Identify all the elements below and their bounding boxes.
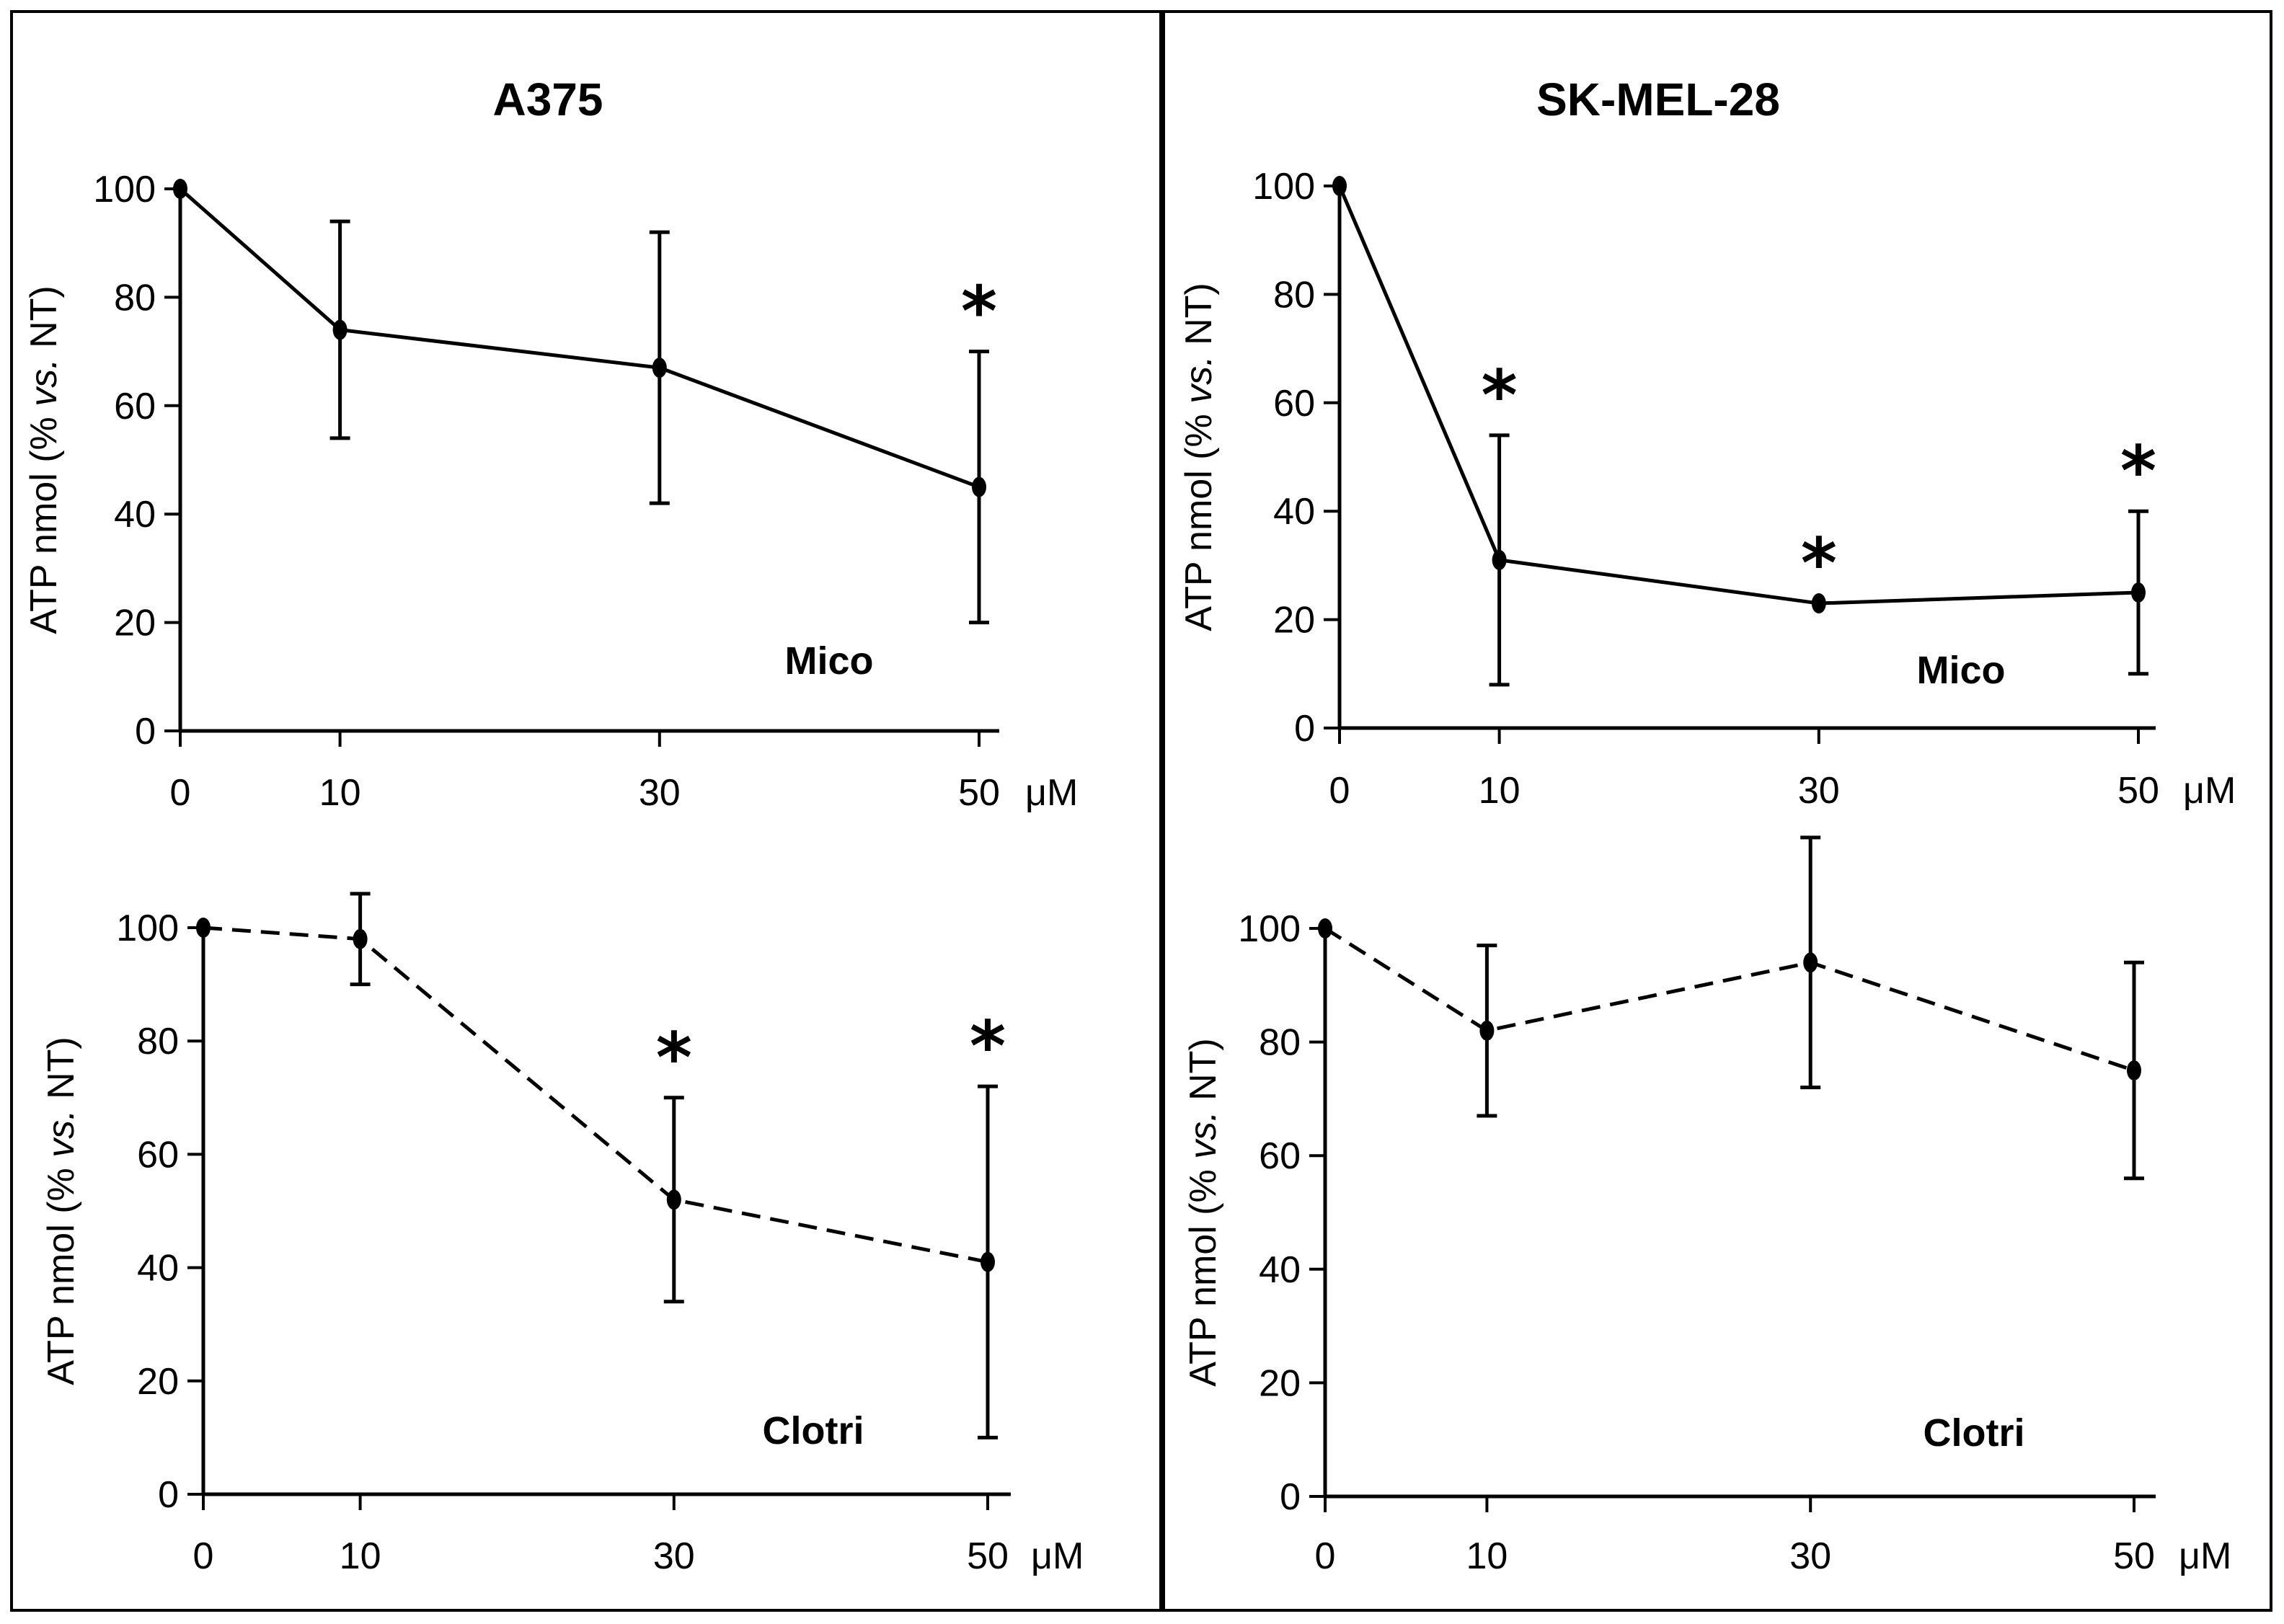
plot-a375-mico: 0 20 40 60 80 100 0 10 30 50 μM ATP nmol (% vs. NT)… [23,169,1078,814]
x-tick-label: 0 [1315,1535,1336,1577]
drug-label: Mico [1916,649,2005,692]
y-tick-label: 20 [114,603,156,644]
x-tick-label: 10 [1479,770,1521,812]
data-point [972,476,986,497]
data-point [1492,549,1507,570]
data-point [1318,918,1332,939]
significance-star: * [656,1018,692,1099]
y-tick-label: 60 [114,386,156,427]
significance-star: * [1801,523,1837,604]
data-point [196,918,211,938]
x-tick-label: 30 [639,772,681,814]
y-tick-label: 60 [137,1134,179,1176]
data-point [1332,176,1347,196]
data-point [173,179,187,199]
drug-label: Clotri [763,1409,864,1452]
x-tick-label: 50 [958,772,1000,814]
y-tick-label: 0 [135,711,156,753]
x-unit-label: μM [1025,772,1078,814]
x-tick-label: 0 [170,772,191,814]
y-tick-label: 100 [1238,908,1301,950]
y-tick-label: 40 [137,1248,179,1290]
y-tick-label: 100 [116,908,179,949]
y-tick-label: 40 [1259,1249,1301,1291]
x-tick-label: 30 [653,1535,695,1577]
panel-title-skmel28: SK-MEL-28 [1536,74,1780,125]
y-axis-label: ATP nmol (% vs. NT) [1182,1038,1224,1386]
x-unit-label: μM [2183,770,2236,812]
data-point [332,319,348,340]
series-line [179,187,980,489]
panel-frame-a375 [10,10,1165,1612]
x-unit-label: μM [1031,1535,1084,1577]
data-point [652,358,667,378]
x-tick-label: 30 [1789,1535,1831,1577]
significance-star: * [961,272,997,352]
x-tick-label: 10 [1466,1535,1508,1577]
x-unit-label: μM [2179,1535,2231,1577]
y-tick-label: 80 [1259,1022,1301,1064]
data-point [1811,593,1826,614]
plot-skmel28-mico: 0 20 40 60 80 100 0 10 30 50 μM ATP nmol (% vs. NT)… [1178,166,2236,812]
significance-star: * [2120,431,2156,512]
y-tick-label: 100 [93,169,156,210]
plot-skmel28-clotri: 0 20 40 60 80 100 0 10 30 50 μM ATP nmol (% vs. NT)… [1182,835,2231,1577]
y-tick-label: 80 [1273,274,1315,316]
y-tick-label: 40 [1273,491,1315,533]
y-tick-label: 0 [158,1474,179,1516]
y-tick-label: 40 [114,494,156,536]
data-point [666,1189,681,1210]
x-tick-label: 0 [1329,770,1350,812]
x-tick-label: 50 [2117,770,2159,812]
y-tick-label: 60 [1259,1135,1301,1177]
y-tick-label: 0 [1280,1476,1301,1518]
data-point [981,1251,995,1272]
x-tick-label: 30 [1798,770,1840,812]
data-point [2127,1060,2141,1081]
drug-label: Clotri [1924,1411,2025,1455]
y-tick-label: 0 [1294,708,1315,750]
y-tick-label: 80 [137,1021,179,1062]
panel-frame-skmel28 [1159,10,2272,1612]
plot-a375-clotri: 0 20 40 60 80 100 0 10 30 50 μM ATP nmol (% vs. NT)… [40,892,1084,1577]
series-line [1324,926,2135,1073]
x-tick-label: 10 [340,1535,381,1577]
data-point [353,928,368,949]
y-axis-label: ATP nmol (% vs. NT) [40,1037,82,1385]
data-point [2131,582,2146,603]
x-tick-label: 0 [193,1535,214,1577]
y-axis-label: ATP nmol (% vs. NT) [1178,283,1220,631]
panel-title-a375: A375 [493,74,603,125]
y-tick-label: 20 [1259,1362,1301,1404]
y-tick-label: 100 [1252,166,1315,208]
significance-star: * [970,1006,1006,1087]
x-tick-label: 50 [967,1535,1009,1577]
x-tick-label: 50 [2113,1535,2155,1577]
data-point [1803,952,1818,973]
y-tick-label: 60 [1273,383,1315,425]
y-tick-label: 20 [1273,600,1315,642]
x-tick-label: 10 [319,772,361,814]
drug-label: Mico [784,639,873,683]
y-tick-label: 20 [137,1361,179,1403]
series-line [1337,185,2139,605]
y-axis-label: ATP nmol (% vs. NT) [23,285,65,634]
data-point [1479,1020,1495,1041]
series-line [203,926,988,1264]
significance-star: * [1481,355,1517,436]
y-tick-label: 80 [114,277,156,319]
